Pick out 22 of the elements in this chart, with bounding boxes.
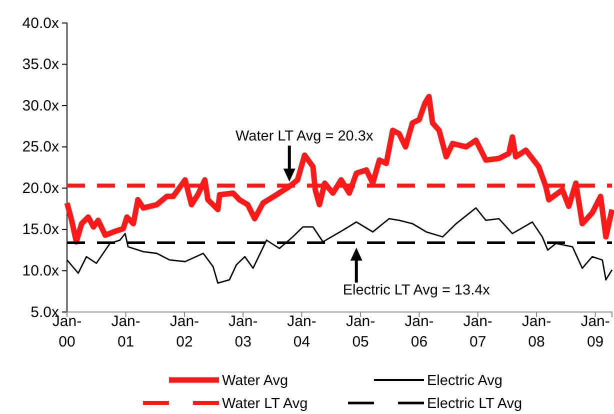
legend-label: Electric LT Avg (427, 396, 522, 412)
x-tick-label: Jan-05 (346, 313, 376, 350)
y-tick-label: 20.0x (22, 180, 60, 197)
y-tick-label: 40.0x (22, 14, 60, 32)
x-tick-label: Jan-04 (287, 313, 316, 350)
x-tick-label: Jan-07 (463, 313, 492, 350)
y-tick-label: 30.0x (22, 97, 60, 114)
y-tick-label: 10.0x (22, 262, 60, 280)
x-tick-label: Jan-08 (522, 313, 552, 350)
x-tick-label: Jan-09 (580, 313, 610, 350)
annotation: Electric LT Avg = 13.4x (342, 282, 491, 299)
legend-label: Water LT Avg (222, 396, 308, 412)
y-tick-label: 35.0x (22, 56, 60, 74)
x-tick-label: Jan-03 (228, 313, 258, 350)
x-tick-label: Jan-06 (404, 313, 434, 350)
x-tick-label: Jan-01 (111, 313, 140, 350)
annotation: Water LT Avg = 20.3x (236, 128, 374, 145)
x-tick-label: Jan-02 (170, 313, 200, 350)
legend-label: Water Avg (222, 373, 288, 389)
y-tick-label: 15.0x (22, 221, 60, 238)
y-tick-label: 25.0x (22, 138, 60, 156)
legend-label: Electric Avg (427, 373, 502, 389)
